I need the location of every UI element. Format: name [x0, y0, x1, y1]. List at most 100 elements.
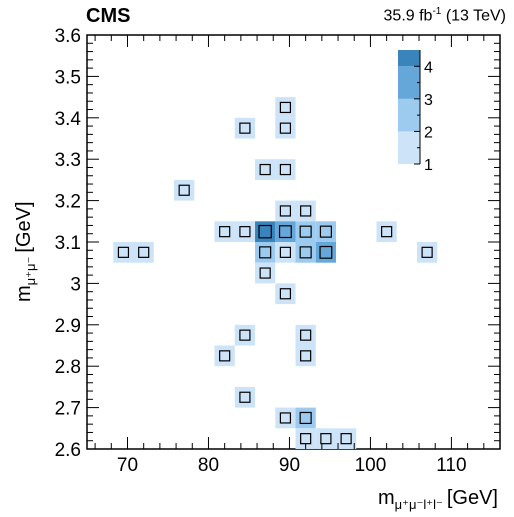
heatmap-cell-box: [279, 412, 292, 424]
y-tick-label: 3.3: [55, 150, 81, 171]
heatmap-cell-box: [279, 122, 292, 134]
heatmap-cell-fill: [275, 283, 296, 305]
x-tick-label: 80: [198, 455, 219, 476]
heatmap-cell: [295, 242, 316, 263]
heatmap-cell-fill: [295, 345, 316, 367]
colorbar-segment: [398, 98, 420, 132]
heatmap-cell: [133, 242, 154, 263]
heatmap-cell-box: [259, 246, 272, 259]
heatmap-cell: [174, 179, 195, 201]
x-axis-title: mμ⁺μ⁻l⁺l⁻ [GeV]: [378, 487, 498, 512]
heatmap-cell-box: [319, 225, 332, 238]
lumi-energy: (13 TeV): [445, 7, 506, 25]
lumi-value: 35.9 fb: [383, 7, 433, 25]
heatmap-cell-fill: [214, 345, 235, 367]
y-axis-title-sub: μ⁺μ⁻: [23, 257, 38, 286]
heatmap-cell: [255, 242, 276, 263]
heatmap-cell: [255, 221, 276, 242]
heatmap-cell-box: [279, 246, 292, 258]
y-tick-label: 2.6: [55, 440, 81, 461]
heatmap-cell-fill: [295, 200, 316, 222]
cells-layer: [113, 97, 438, 449]
x-axis-title-unit: [GeV]: [447, 487, 498, 509]
heatmap-cell: [295, 345, 316, 367]
heatmap-cell: [416, 242, 438, 263]
heatmap-cell: [275, 159, 296, 180]
colorbar-segment: [398, 131, 420, 164]
heatmap-cell: [295, 221, 316, 242]
heatmap-cell: [315, 242, 337, 263]
heatmap-cell-box: [340, 433, 352, 445]
heatmap-cell: [234, 117, 256, 139]
heatmap-cell-box: [299, 411, 312, 425]
colorbar-tick-label: 3: [424, 92, 433, 109]
x-tick-label: 110: [436, 455, 466, 476]
x-tick-label: 100: [355, 455, 387, 476]
heatmap-cell-fill: [275, 407, 296, 429]
heatmap-cell-fill: [275, 117, 296, 139]
heatmap-cell-box: [300, 350, 312, 362]
heatmap-cell-box: [138, 246, 150, 258]
heatmap-cell: [275, 97, 296, 118]
y-tick-label: 3.1: [55, 233, 81, 254]
x-axis-title-main: m: [378, 487, 395, 509]
x-tick-label: 70: [117, 455, 138, 476]
y-tick-label: 3.5: [55, 67, 81, 88]
heatmap-cell: [315, 221, 337, 242]
y-axis-title-main: m: [13, 285, 35, 302]
heatmap-cell-fill: [295, 221, 316, 242]
heatmap-cell-fill: [234, 324, 256, 346]
heatmap-cell-box: [320, 433, 332, 445]
heatmap-cell-box: [421, 246, 433, 258]
heatmap-cell-box: [299, 246, 312, 259]
heatmap-cell-box: [279, 101, 292, 114]
heatmap-cell-box: [239, 329, 251, 341]
heatmap-cell-box: [239, 226, 251, 238]
heatmap-cell-box: [259, 163, 271, 176]
heatmap-cell-fill: [234, 117, 256, 139]
heatmap-cell-fill: [275, 242, 296, 263]
y-axis-title-unit: [GeV]: [13, 201, 35, 252]
experiment-label: CMS: [86, 5, 131, 27]
colorbar: 1 2 3 4: [398, 50, 433, 174]
luminosity-label: 35.9 fb-1 (13 TeV): [384, 6, 506, 25]
heatmap-cell-box: [219, 350, 231, 362]
y-tick-label: 2.7: [55, 399, 81, 420]
heatmap-cell: [295, 407, 316, 429]
heatmap-cell: [275, 283, 296, 305]
heatmap-cell: [315, 428, 337, 449]
heatmap-cell-fill: [174, 179, 195, 201]
heatmap-cell-box: [117, 246, 130, 258]
heatmap-cell-fill: [315, 428, 337, 449]
heatmap-cell: [234, 386, 256, 408]
heatmap-cell-fill: [255, 262, 276, 284]
heatmap-cell-fill: [376, 221, 397, 242]
heatmap-cell-fill: [275, 97, 296, 118]
heatmap-cell-box: [219, 226, 231, 238]
heatmap-cell-fill: [275, 159, 296, 180]
heatmap-cell-fill: [315, 221, 337, 242]
heatmap-cell: [214, 221, 235, 242]
heatmap-cell: [275, 242, 296, 263]
colorbar-tick-label: 1: [424, 157, 433, 174]
colorbar-tick-label: 4: [424, 59, 433, 76]
heatmap-cell: [113, 242, 134, 263]
y-tick-label: 3: [70, 274, 81, 295]
heatmap-cell-box: [278, 225, 292, 239]
heatmap-cell-fill: [315, 242, 337, 263]
heatmap-cell-box: [279, 288, 292, 300]
y-tick-label: 2.8: [55, 357, 81, 378]
y-tick-label: 3.6: [55, 26, 81, 47]
heatmap-cell: [275, 407, 296, 429]
heatmap-cell: [255, 159, 276, 180]
heatmap-cell: [255, 262, 276, 284]
colorbar-segment: [398, 50, 420, 67]
y-tick-label: 3.4: [55, 109, 82, 130]
heatmap-cell-fill: [295, 407, 316, 429]
heatmap-cell-fill: [113, 242, 134, 263]
heatmap-cell-fill: [295, 242, 316, 263]
heatmap-cell-fill: [255, 221, 276, 242]
heatmap-cell-fill: [234, 386, 256, 408]
heatmap-cell-box: [300, 329, 312, 341]
